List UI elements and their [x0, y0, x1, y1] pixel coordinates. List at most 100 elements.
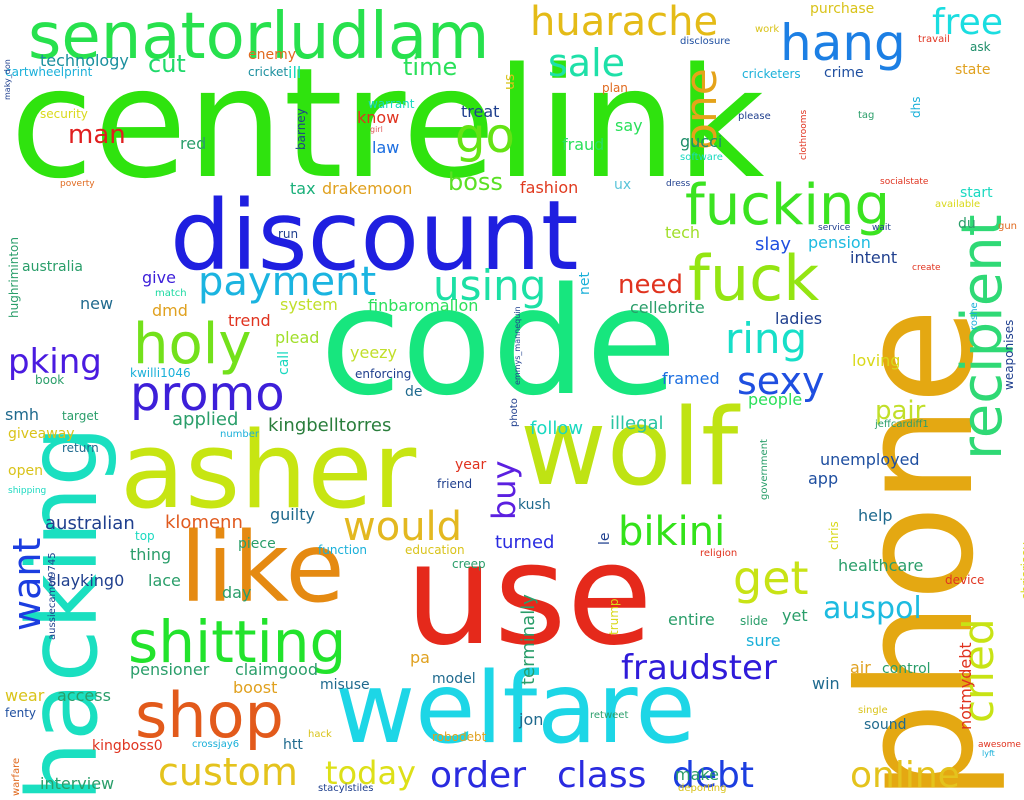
word-maky-don: maky_don: [3, 59, 12, 100]
word-technology: technology: [40, 51, 129, 70]
word-would: would: [343, 504, 463, 550]
word-control: control: [882, 661, 931, 677]
word-tech: tech: [665, 223, 701, 242]
word-interview: interview: [40, 774, 115, 793]
word-unemployed: unemployed: [820, 450, 920, 469]
word-plead: plead: [275, 328, 320, 347]
word-say: say: [615, 116, 643, 135]
word-red: red: [180, 134, 207, 153]
word-sale: sale: [548, 41, 626, 85]
word-retweet: retweet: [590, 710, 629, 721]
word-cartwheelprint: cartwheelprint: [5, 65, 93, 79]
word-ill: ill: [288, 63, 302, 82]
word-slayking0: slayking0: [48, 571, 125, 590]
word-thing: thing: [130, 545, 172, 564]
word-creep: creep: [452, 557, 486, 571]
word-debt: debt: [672, 755, 754, 796]
word-function: function: [318, 543, 368, 557]
word-go: go: [455, 108, 515, 164]
word-dmd: dmd: [152, 301, 188, 320]
word-giveaway: giveaway: [8, 426, 75, 442]
word-tax: tax: [290, 179, 316, 198]
word-boss: boss: [448, 168, 503, 196]
word-dhs: dhs: [909, 96, 923, 118]
word-awesome: awesome: [978, 740, 1021, 750]
word-people: people: [748, 390, 803, 409]
word-day: day: [222, 583, 252, 602]
word-open: open: [8, 463, 43, 479]
word-kingboss0: kingboss0: [92, 738, 163, 754]
word-klomenn: klomenn: [165, 512, 243, 533]
word-fucking: fucking: [685, 173, 891, 238]
word-warfare: warfare: [11, 757, 22, 796]
word-enforcing: enforcing: [355, 367, 412, 381]
word-pension: pension: [808, 233, 871, 252]
word-custom: custom: [158, 750, 298, 794]
word-jeffcardiff1: jeffcardiff1: [875, 419, 929, 430]
word-call: call: [276, 350, 292, 375]
word-cricketers: cricketers: [742, 67, 801, 81]
word-girl: girl: [370, 125, 383, 134]
word-software: software: [680, 152, 723, 163]
word-photo: photo: [509, 398, 520, 427]
word-entire: entire: [668, 610, 715, 629]
word-chris: chris: [827, 521, 841, 550]
word-target: target: [62, 409, 99, 423]
word-purchase: purchase: [810, 1, 875, 17]
word-barney: barney: [294, 108, 308, 150]
word-tag: tag: [858, 110, 875, 121]
word-welfare: welfare: [335, 652, 696, 766]
word-buy: buy: [485, 460, 523, 520]
word-illegal: illegal: [610, 413, 664, 434]
word-kingbelltorres: kingbelltorres: [268, 415, 392, 436]
word-fashion: fashion: [520, 178, 579, 197]
word-pensioner: pensioner: [130, 660, 210, 679]
word-slide: slide: [740, 614, 768, 628]
word-like: like: [180, 512, 345, 624]
word-robodebt: robodebt: [432, 730, 487, 744]
word-centrelink: centrelink: [10, 35, 765, 212]
word-need: need: [618, 270, 683, 300]
word-trump: trump: [607, 598, 621, 635]
word-pa: pa: [410, 648, 430, 667]
word-socialstate: socialstate: [880, 177, 929, 187]
word-online: online: [850, 755, 960, 796]
word-treat: treat: [461, 102, 500, 121]
word-single: single: [858, 705, 888, 716]
word-deporting: deporting: [678, 783, 727, 794]
word-man: man: [68, 120, 126, 150]
word-kwilli1046: kwilli1046: [130, 366, 191, 380]
word-device: device: [945, 573, 985, 587]
word-religion: religion: [700, 548, 738, 559]
word-top: top: [135, 529, 155, 543]
word-education: education: [405, 543, 465, 557]
word-australian: australian: [45, 513, 135, 534]
word-match: match: [155, 288, 187, 299]
word-net: net: [577, 272, 593, 295]
word-work: work: [755, 24, 780, 35]
word-help: help: [858, 506, 893, 525]
word-holy: holy: [133, 312, 252, 377]
word-ring: ring: [725, 314, 808, 363]
word-du: du: [958, 216, 976, 232]
word-new: new: [80, 294, 114, 313]
word-service: service: [818, 223, 851, 233]
word-de: de: [405, 384, 423, 400]
word-terminally: terminally: [518, 594, 539, 685]
word-weaponises: weaponises: [1002, 319, 1016, 390]
word-us: us: [502, 73, 518, 90]
word-promo: promo: [130, 366, 285, 422]
word-stacylstiles: stacylstiles: [318, 783, 374, 794]
word-emmys-mannequin: emmys_mannequin: [513, 306, 522, 385]
word-fraudster: fraudster: [621, 648, 777, 688]
word-use: use: [405, 514, 653, 677]
word-notmydebt: notmydebt: [956, 642, 975, 730]
word-fuck: fuck: [688, 242, 820, 315]
word-asher: asher: [120, 409, 417, 532]
word-senatorludlam: senatorludlam: [28, 0, 490, 74]
word-follow: follow: [530, 418, 584, 439]
word-aussiecamel9745: aussiecamel9745: [47, 552, 58, 640]
word-law: law: [372, 138, 400, 157]
word-le: le: [597, 532, 613, 545]
